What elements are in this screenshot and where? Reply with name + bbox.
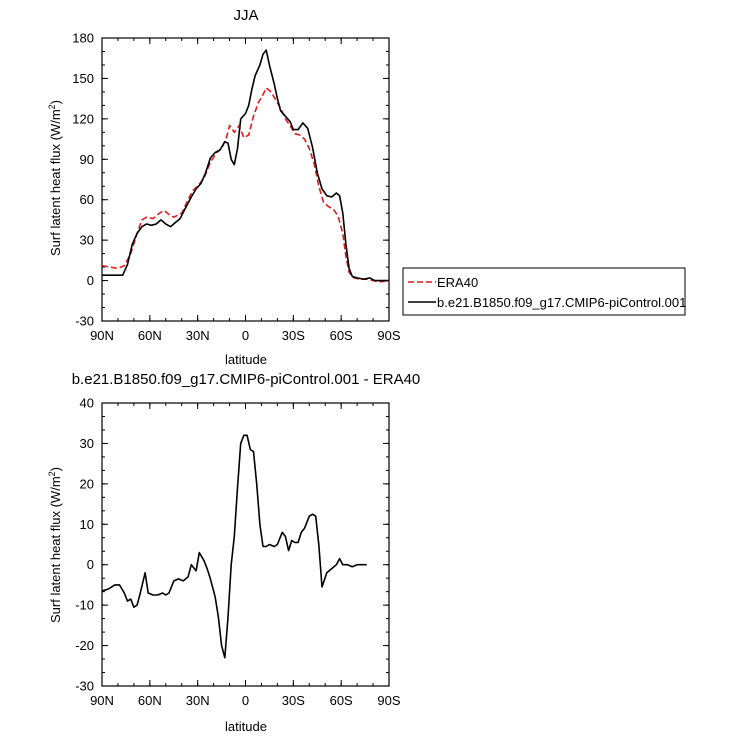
legend: ERA40 b.e21.B1850.f09_g17.CMIP6-piContro… [402, 267, 686, 316]
legend-box [402, 267, 686, 316]
top-y-tick-label: 0 [87, 273, 94, 288]
bottom-y-label-close: ) [48, 467, 63, 471]
top-chart-title: JJA [233, 7, 258, 24]
top-x-tick-label: 30N [186, 328, 210, 343]
bottom-y-label-main: Surf latent heat flux (W/m [48, 476, 63, 623]
bottom-y-tick-label: 40 [80, 396, 94, 411]
bottom-y-tick-label: -10 [75, 598, 94, 613]
top-series-line-0 [101, 87, 390, 283]
top-y-label-main: Surf latent heat flux (W/m [48, 109, 63, 256]
top-x-tick-label: 30S [282, 328, 305, 343]
bottom-x-tick-label: 60N [138, 693, 162, 708]
bottom-x-tick-label: 30S [282, 693, 305, 708]
top-panel: JJA -30 0 30 60 90 120 150 180 90N 60N 30N 0 30S 60S 9… [47, 7, 401, 367]
bottom-x-axis-label: latitude [225, 719, 267, 734]
bottom-series-group [101, 434, 367, 659]
top-y-tick-label: 60 [80, 192, 94, 207]
top-x-tick-label: 0 [242, 328, 249, 343]
top-plot-frame [101, 37, 390, 322]
bottom-y-tick-label: 20 [80, 476, 94, 491]
legend-era40-label: ERA40 [437, 275, 478, 290]
top-series-line-1 [102, 49, 389, 282]
bottom-x-tick-label: 0 [242, 693, 249, 708]
top-y-label-close: ) [48, 100, 63, 104]
bottom-y-tick-label: 10 [80, 517, 94, 532]
bottom-x-tick-label: 60S [330, 693, 353, 708]
bottom-x-tick-label: 90N [90, 693, 114, 708]
top-series-group [101, 49, 390, 283]
top-axes: -30 0 30 60 90 120 150 180 90N 60N 30N 0 30S 60S 90S [72, 31, 401, 344]
top-x-tick-label: 90N [90, 328, 114, 343]
top-x-tick-label: 90S [377, 328, 400, 343]
top-y-tick-label: 30 [80, 233, 94, 248]
bottom-y-tick-label: -30 [75, 679, 94, 694]
bottom-x-tick-label: 30N [186, 693, 210, 708]
bottom-y-axis-label: Surf latent heat flux (W/m2) [47, 467, 63, 623]
legend-model-label: b.e21.B1850.f09_g17.CMIP6-piControl.001 [437, 295, 686, 310]
top-y-tick-label: 150 [72, 71, 94, 86]
bottom-x-tick-label: 90S [377, 693, 400, 708]
top-y-tick-label: 180 [72, 31, 94, 46]
bottom-y-tick-label: 0 [87, 557, 94, 572]
bottom-plot-frame [101, 402, 390, 687]
bottom-y-tick-label: -20 [75, 638, 94, 653]
top-y-tick-label: -30 [75, 314, 94, 329]
top-x-tick-label: 60S [330, 328, 353, 343]
bottom-series-line-0 [101, 434, 367, 659]
bottom-axes: -30 -20 -10 0 10 20 30 40 90N 60N 30N 0 30S 60S 90S [75, 396, 401, 709]
bottom-y-label-sup: 2 [47, 471, 57, 476]
top-y-axis-label: Surf latent heat flux (W/m2) [47, 100, 63, 256]
top-y-label-sup: 2 [47, 104, 57, 109]
top-y-tick-label: 120 [72, 111, 94, 126]
bottom-chart-title: b.e21.B1850.f09_g17.CMIP6-piControl.001 … [72, 371, 421, 388]
top-x-tick-label: 60N [138, 328, 162, 343]
top-y-tick-label: 90 [80, 152, 94, 167]
bottom-panel: b.e21.B1850.f09_g17.CMIP6-piControl.001 … [47, 371, 420, 734]
top-x-axis-label: latitude [225, 352, 267, 367]
bottom-y-tick-label: 30 [80, 436, 94, 451]
